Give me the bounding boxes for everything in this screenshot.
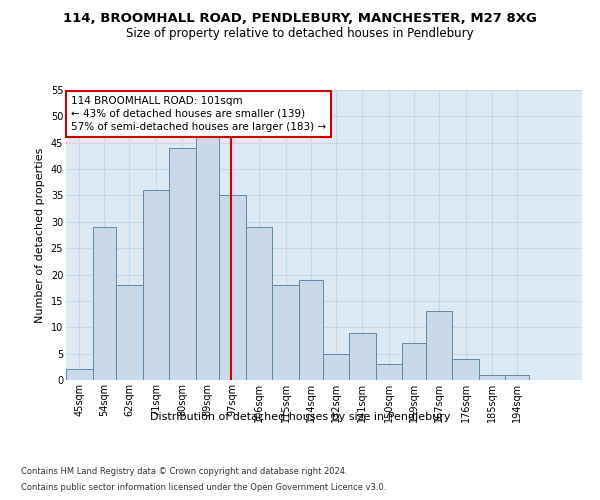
Bar xyxy=(169,148,196,380)
Bar xyxy=(479,374,505,380)
Bar xyxy=(349,332,376,380)
Text: Contains HM Land Registry data © Crown copyright and database right 2024.: Contains HM Land Registry data © Crown c… xyxy=(21,468,347,476)
Bar xyxy=(452,359,479,380)
Bar xyxy=(92,227,116,380)
Bar xyxy=(196,138,220,380)
Bar xyxy=(402,343,426,380)
Bar xyxy=(505,374,529,380)
Bar xyxy=(246,227,272,380)
Bar xyxy=(272,285,299,380)
Text: 114 BROOMHALL ROAD: 101sqm
← 43% of detached houses are smaller (139)
57% of sem: 114 BROOMHALL ROAD: 101sqm ← 43% of deta… xyxy=(71,96,326,132)
Bar xyxy=(376,364,402,380)
Text: 114, BROOMHALL ROAD, PENDLEBURY, MANCHESTER, M27 8XG: 114, BROOMHALL ROAD, PENDLEBURY, MANCHES… xyxy=(63,12,537,26)
Text: Distribution of detached houses by size in Pendlebury: Distribution of detached houses by size … xyxy=(150,412,450,422)
Bar xyxy=(220,196,246,380)
Bar xyxy=(299,280,323,380)
Bar xyxy=(66,370,92,380)
Text: Size of property relative to detached houses in Pendlebury: Size of property relative to detached ho… xyxy=(126,28,474,40)
Bar xyxy=(143,190,169,380)
Y-axis label: Number of detached properties: Number of detached properties xyxy=(35,148,45,322)
Text: Contains public sector information licensed under the Open Government Licence v3: Contains public sector information licen… xyxy=(21,484,386,492)
Bar xyxy=(323,354,349,380)
Bar xyxy=(426,312,452,380)
Bar xyxy=(116,285,143,380)
